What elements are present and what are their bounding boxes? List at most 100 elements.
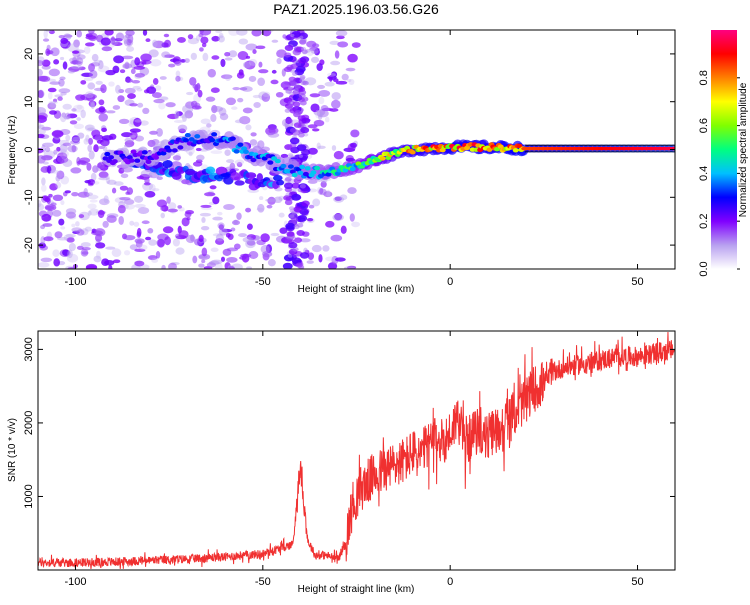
- heatmap-ridge-cell: [291, 172, 298, 178]
- heatmap-noise-cell: [45, 48, 51, 56]
- heatmap-noise-cell: [226, 257, 238, 263]
- heatmap-noise-cell: [215, 233, 224, 242]
- spectrogram-y-tick-label: -10: [23, 189, 35, 205]
- heatmap-noise-cell: [44, 146, 51, 153]
- heatmap-noise-cell: [334, 50, 340, 59]
- heatmap-ridge-cell: [273, 175, 283, 182]
- heatmap-noise-cell: [40, 257, 53, 263]
- heatmap-ridge-cell: [409, 150, 416, 155]
- heatmap-noise-cell: [76, 30, 83, 38]
- heatmap-noise-cell: [172, 155, 182, 161]
- heatmap-ridge-cell: [153, 155, 160, 160]
- heatmap-noise-cell: [242, 107, 253, 114]
- heatmap-noise-cell: [43, 38, 50, 42]
- heatmap-noise-cell: [64, 190, 71, 194]
- heatmap-noise-cell: [85, 93, 96, 102]
- heatmap-noise-cell: [149, 59, 162, 67]
- heatmap-noise-cell: [346, 78, 352, 82]
- heatmap-noise-cell: [52, 194, 64, 202]
- heatmap-noise-cell: [341, 73, 349, 81]
- heatmap-noise-cell: [290, 92, 295, 96]
- heatmap-noise-cell: [317, 145, 326, 149]
- heatmap-noise-cell: [48, 110, 57, 115]
- heatmap-noise-cell: [85, 263, 98, 269]
- heatmap-noise-cell: [103, 195, 109, 204]
- heatmap-noise-cell: [149, 130, 158, 135]
- spectrogram-x-ticks: -100 -50 0 50: [64, 30, 644, 288]
- heatmap-noise-cell: [47, 87, 57, 93]
- heatmap-noise-cell: [152, 188, 160, 192]
- heatmap-noise-cell: [58, 78, 65, 87]
- heatmap-noise-cell: [236, 161, 243, 168]
- heatmap-noise-cell: [52, 209, 62, 217]
- heatmap-noise-cell: [112, 259, 121, 264]
- heatmap-noise-cell: [133, 66, 146, 70]
- heatmap-noise-cell: [71, 223, 76, 228]
- heatmap-noise-cell: [265, 198, 277, 202]
- heatmap-noise-cell: [331, 92, 341, 101]
- heatmap-noise-cell: [284, 66, 292, 73]
- spectrogram-x-tick-label: -50: [255, 276, 271, 288]
- heatmap-noise-cell: [139, 120, 149, 126]
- heatmap-noise-cell: [129, 103, 138, 107]
- heatmap-noise-cell: [297, 223, 304, 228]
- heatmap-noise-cell: [248, 58, 258, 66]
- heatmap-noise-cell: [87, 144, 93, 152]
- heatmap-noise-cell: [121, 167, 133, 173]
- heatmap-noise-cell: [258, 61, 263, 68]
- heatmap-ridge-cell: [274, 158, 281, 164]
- spectrogram-heatmap: [38, 30, 675, 269]
- heatmap-noise-cell: [284, 44, 294, 51]
- heatmap-noise-cell: [66, 237, 75, 243]
- heatmap-ridge-cell: [516, 143, 523, 149]
- heatmap-noise-cell: [215, 30, 223, 34]
- heatmap-noise-cell: [98, 176, 110, 181]
- heatmap-noise-cell: [245, 207, 252, 213]
- heatmap-noise-cell: [330, 60, 341, 66]
- heatmap-noise-cell: [94, 228, 106, 237]
- heatmap-noise-cell: [100, 84, 107, 94]
- heatmap-noise-cell: [273, 196, 283, 204]
- colorbar-label: Normalized spectral amplitude: [738, 82, 749, 217]
- heatmap-noise-cell: [80, 80, 87, 85]
- heatmap-noise-cell: [210, 114, 217, 123]
- heatmap-noise-cell: [47, 165, 52, 174]
- heatmap-noise-cell: [205, 96, 216, 102]
- heatmap-noise-cell: [78, 214, 85, 219]
- colorbar-tick-label: 0.6: [698, 118, 710, 133]
- heatmap-noise-cell: [88, 137, 94, 145]
- heatmap-ridge-cell: [280, 163, 287, 169]
- heatmap-noise-cell: [70, 167, 82, 174]
- heatmap-noise-cell: [38, 203, 45, 211]
- figure-title: PAZ1.2025.196.03.56.G26: [273, 1, 439, 17]
- heatmap-noise-cell: [44, 197, 51, 203]
- heatmap-noise-cell: [290, 63, 298, 70]
- heatmap-noise-cell: [123, 235, 136, 241]
- heatmap-noise-cell: [38, 133, 45, 139]
- heatmap-noise-cell: [200, 226, 210, 231]
- heatmap-ridge-cell: [245, 172, 257, 179]
- heatmap-noise-cell: [48, 68, 60, 77]
- heatmap-ridge-cell: [171, 148, 178, 153]
- heatmap-ridge-cell: [304, 166, 311, 171]
- heatmap-noise-cell: [253, 101, 261, 109]
- heatmap-noise-cell: [332, 213, 344, 221]
- snr-panel: -100 -50 0 50 1000 2000 3000 Height of straig…: [7, 330, 676, 595]
- heatmap-noise-cell: [53, 59, 60, 65]
- heatmap-noise-cell: [41, 65, 51, 70]
- heatmap-noise-cell: [133, 221, 140, 227]
- heatmap-noise-cell: [340, 225, 347, 234]
- heatmap-noise-cell: [158, 102, 166, 110]
- heatmap-ridge-cell: [342, 168, 349, 173]
- heatmap-noise-cell: [175, 111, 183, 117]
- heatmap-noise-cell: [83, 77, 94, 82]
- heatmap-noise-cell: [102, 146, 108, 152]
- heatmap-noise-cell: [112, 105, 121, 110]
- heatmap-noise-cell: [311, 244, 322, 253]
- heatmap-noise-cell: [168, 63, 176, 68]
- heatmap-noise-cell: [351, 42, 361, 48]
- heatmap-noise-cell: [242, 236, 254, 243]
- heatmap-noise-cell: [210, 150, 223, 155]
- snr-frame: [37, 330, 676, 571]
